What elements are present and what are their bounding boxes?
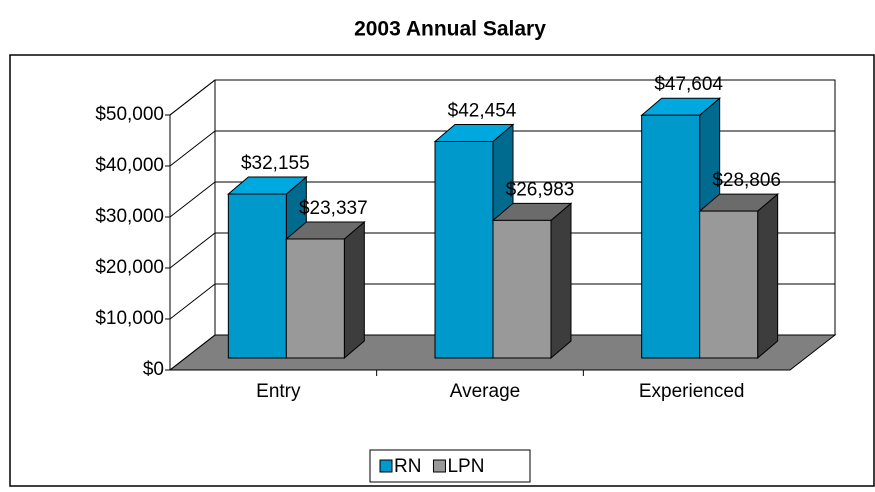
bar (434, 140, 494, 359)
bar (699, 210, 759, 359)
data-label: $23,337 (299, 198, 368, 219)
y-tick-label: $20,000 (95, 257, 164, 278)
bar-side (757, 193, 779, 360)
legend-label: LPN (447, 456, 484, 477)
legend-label: RN (394, 456, 421, 477)
grid-line (169, 334, 216, 371)
legend-swatch (379, 459, 393, 473)
grid-line (169, 130, 216, 167)
grid-line (169, 232, 216, 269)
data-label: $28,806 (712, 170, 781, 191)
data-label: $26,983 (506, 179, 575, 200)
y-tick-label: $30,000 (95, 206, 164, 227)
data-label: $32,155 (241, 153, 310, 174)
chart-title: 2003 Annual Salary (354, 18, 546, 41)
legend-swatch (432, 459, 446, 473)
data-label: $47,604 (654, 74, 723, 95)
bar (227, 193, 287, 359)
bar (492, 219, 552, 359)
grid-line (169, 283, 216, 320)
data-label: $42,454 (448, 101, 517, 122)
x-tick-label: Experienced (639, 381, 745, 402)
bar (285, 238, 345, 359)
legend-box (369, 449, 531, 483)
y-tick-label: $0 (143, 359, 164, 380)
y-tick-label: $40,000 (95, 155, 164, 176)
bar-side (550, 202, 572, 360)
y-tick-label: $50,000 (95, 104, 164, 125)
grid-line (169, 79, 216, 116)
bar (641, 114, 701, 359)
bar-side (343, 220, 365, 360)
x-tick-label: Average (450, 381, 520, 402)
grid-line (169, 181, 216, 218)
y-tick-label: $10,000 (95, 308, 164, 329)
x-tick-label: Entry (256, 381, 301, 402)
